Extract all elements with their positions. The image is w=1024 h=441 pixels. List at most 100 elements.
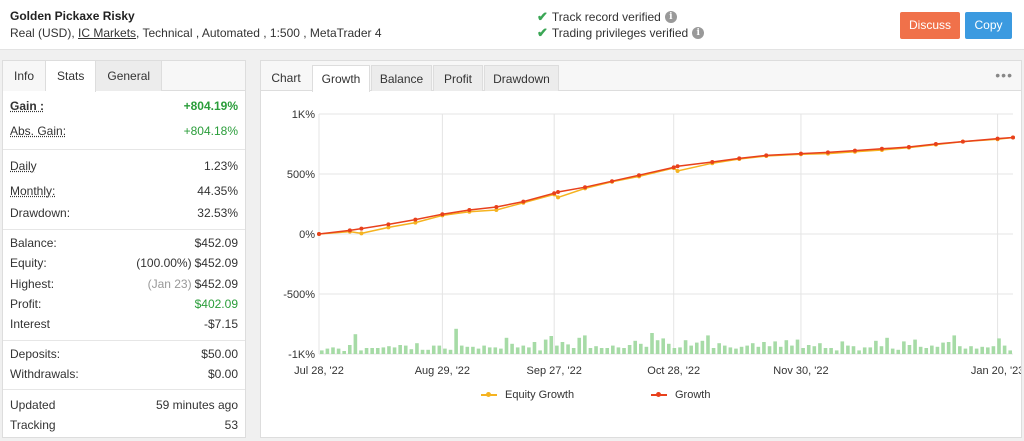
volume-bar xyxy=(342,351,346,354)
volume-bar xyxy=(359,350,363,354)
volume-bar xyxy=(627,345,632,354)
stat-value: 53 xyxy=(224,418,238,432)
system-details: Real (USD), IC Markets, Technical , Auto… xyxy=(10,26,382,40)
more-dots-icon[interactable]: ••• xyxy=(995,67,1013,83)
volume-bar xyxy=(717,343,721,354)
legend-equity-growth[interactable]: Equity Growth xyxy=(481,389,574,401)
x-tick-label: Oct 28, '22 xyxy=(647,365,700,377)
volume-bar xyxy=(622,348,626,354)
stat-profit: Profit: $402.09 xyxy=(10,295,238,313)
volume-bar xyxy=(560,342,565,354)
stat-value: $0.00 xyxy=(207,367,238,381)
volume-bar xyxy=(672,348,677,354)
volume-bar xyxy=(448,349,453,354)
volume-bar xyxy=(387,346,391,354)
volume-bar xyxy=(812,346,817,354)
volume-bar xyxy=(924,348,929,354)
volume-bar xyxy=(678,347,682,354)
volume-bar xyxy=(555,345,559,354)
volume-bar xyxy=(958,346,962,354)
equity-growth-point xyxy=(413,220,418,225)
divider xyxy=(3,389,245,390)
growth-point xyxy=(583,185,588,190)
stat-label: Updated xyxy=(10,398,56,412)
volume-bar xyxy=(476,348,481,354)
equity-percent: (100.00%) xyxy=(136,256,192,270)
growth-chart: 1K% 500% 0% -500% -1K% Jul 28, '22 Aug 29, '22… xyxy=(283,109,1021,377)
volume-bar xyxy=(471,346,475,354)
tab-growth[interactable]: Growth xyxy=(312,65,370,92)
stat-value: 59 minutes ago xyxy=(155,398,238,412)
volume-bar xyxy=(851,346,856,354)
tab-general[interactable]: General xyxy=(96,61,163,91)
growth-point xyxy=(610,179,615,184)
stat-label[interactable]: Abs. Gain: xyxy=(10,124,67,138)
volume-bar xyxy=(941,342,945,354)
discuss-button[interactable]: Discuss xyxy=(900,12,960,39)
check-icon: ✔ xyxy=(537,9,548,24)
stat-interest: Interest -$7.15 xyxy=(10,315,238,333)
volume-bar xyxy=(974,348,979,354)
volume-bar xyxy=(706,335,710,354)
volume-bar xyxy=(644,346,649,354)
volume-bar xyxy=(930,345,934,354)
tab-stats[interactable]: Stats xyxy=(46,61,97,92)
stat-label: Deposits: xyxy=(10,347,61,361)
growth-point xyxy=(556,190,561,194)
volume-bar xyxy=(823,348,828,354)
highest-date: (Jan 23) xyxy=(147,277,192,291)
volume-bar xyxy=(902,341,906,354)
volume-bar xyxy=(734,348,738,354)
y-tick-label: 500% xyxy=(287,169,315,181)
tab-balance[interactable]: Balance xyxy=(371,65,432,91)
volume-bar xyxy=(739,346,744,354)
volume-bar xyxy=(437,345,442,354)
growth-point xyxy=(764,153,769,158)
volume-bar xyxy=(454,328,458,354)
stat-value: 32.53% xyxy=(197,206,238,220)
volume-bar xyxy=(459,345,464,354)
volume-bar xyxy=(611,345,615,354)
divider xyxy=(3,229,245,230)
legend-growth[interactable]: Growth xyxy=(651,389,710,401)
stat-label: Profit: xyxy=(10,297,42,311)
broker-link[interactable]: IC Markets xyxy=(78,26,137,40)
growth-point xyxy=(494,205,499,209)
y-tick-label: -1K% xyxy=(288,349,315,361)
growth-point xyxy=(737,156,742,161)
volume-bar xyxy=(605,348,610,354)
x-tick-label: Jul 28, '22 xyxy=(294,365,344,377)
chart-panel: Chart Growth Balance Profit Drawdown •••… xyxy=(260,60,1022,438)
copy-button[interactable]: Copy xyxy=(965,12,1012,39)
volume-bar xyxy=(952,335,957,354)
x-tick-label: Jan 20, '23 xyxy=(971,365,1021,377)
stat-label[interactable]: Daily xyxy=(10,159,37,173)
volume-bar xyxy=(510,343,514,354)
volume-bar xyxy=(795,339,800,354)
stat-label[interactable]: Monthly: xyxy=(10,184,56,198)
tab-drawdown[interactable]: Drawdown xyxy=(484,65,559,91)
growth-point xyxy=(467,208,472,212)
volume-bar xyxy=(566,344,570,354)
growth-point xyxy=(798,151,803,156)
info-icon[interactable]: i xyxy=(664,11,677,23)
stat-label: Balance: xyxy=(10,236,57,250)
volume-bar xyxy=(862,347,867,354)
track-record-verified: ✔ Track record verified i xyxy=(537,9,677,25)
tab-profit[interactable]: Profit xyxy=(433,65,483,91)
volume-bar xyxy=(840,341,845,354)
volume-bar xyxy=(577,337,582,354)
growth-point xyxy=(317,232,321,236)
trading-privileges-label: Trading privileges verified xyxy=(551,26,689,40)
stat-label: Drawdown: xyxy=(10,206,71,220)
volume-bar xyxy=(532,342,537,354)
stat-label[interactable]: Gain : xyxy=(10,99,45,113)
volume-bar xyxy=(650,333,654,354)
volume-bar xyxy=(616,347,621,354)
info-icon[interactable]: i xyxy=(692,27,705,39)
volume-bar xyxy=(784,340,789,354)
growth-point xyxy=(995,136,1000,141)
volume-bar xyxy=(700,340,705,354)
volume-bar xyxy=(487,347,492,354)
tab-info[interactable]: Info xyxy=(3,61,47,91)
